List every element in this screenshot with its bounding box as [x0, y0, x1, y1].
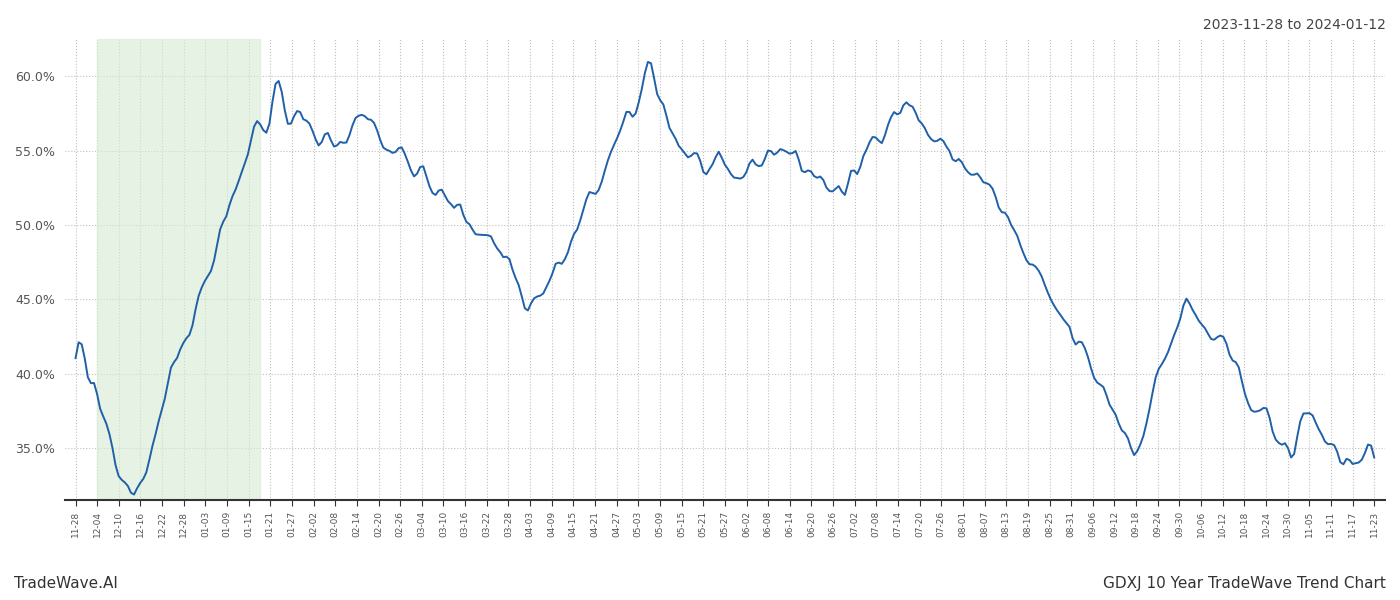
Text: 2023-11-28 to 2024-01-12: 2023-11-28 to 2024-01-12: [1203, 18, 1386, 32]
Text: TradeWave.AI: TradeWave.AI: [14, 576, 118, 591]
Bar: [97, 39, 259, 500]
Text: GDXJ 10 Year TradeWave Trend Chart: GDXJ 10 Year TradeWave Trend Chart: [1103, 576, 1386, 591]
